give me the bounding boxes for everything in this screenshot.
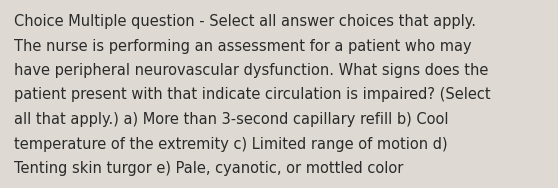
Text: The nurse is performing an assessment for a patient who may: The nurse is performing an assessment fo… [14, 39, 472, 54]
Text: all that apply.) a) More than 3-second capillary refill b) Cool: all that apply.) a) More than 3-second c… [14, 112, 449, 127]
Text: Choice Multiple question - Select all answer choices that apply.: Choice Multiple question - Select all an… [14, 14, 476, 29]
Text: Tenting skin turgor e) Pale, cyanotic, or mottled color: Tenting skin turgor e) Pale, cyanotic, o… [14, 161, 403, 176]
Text: temperature of the extremity c) Limited range of motion d): temperature of the extremity c) Limited … [14, 136, 448, 152]
Text: patient present with that indicate circulation is impaired? (Select: patient present with that indicate circu… [14, 87, 490, 102]
Text: have peripheral neurovascular dysfunction. What signs does the: have peripheral neurovascular dysfunctio… [14, 63, 488, 78]
